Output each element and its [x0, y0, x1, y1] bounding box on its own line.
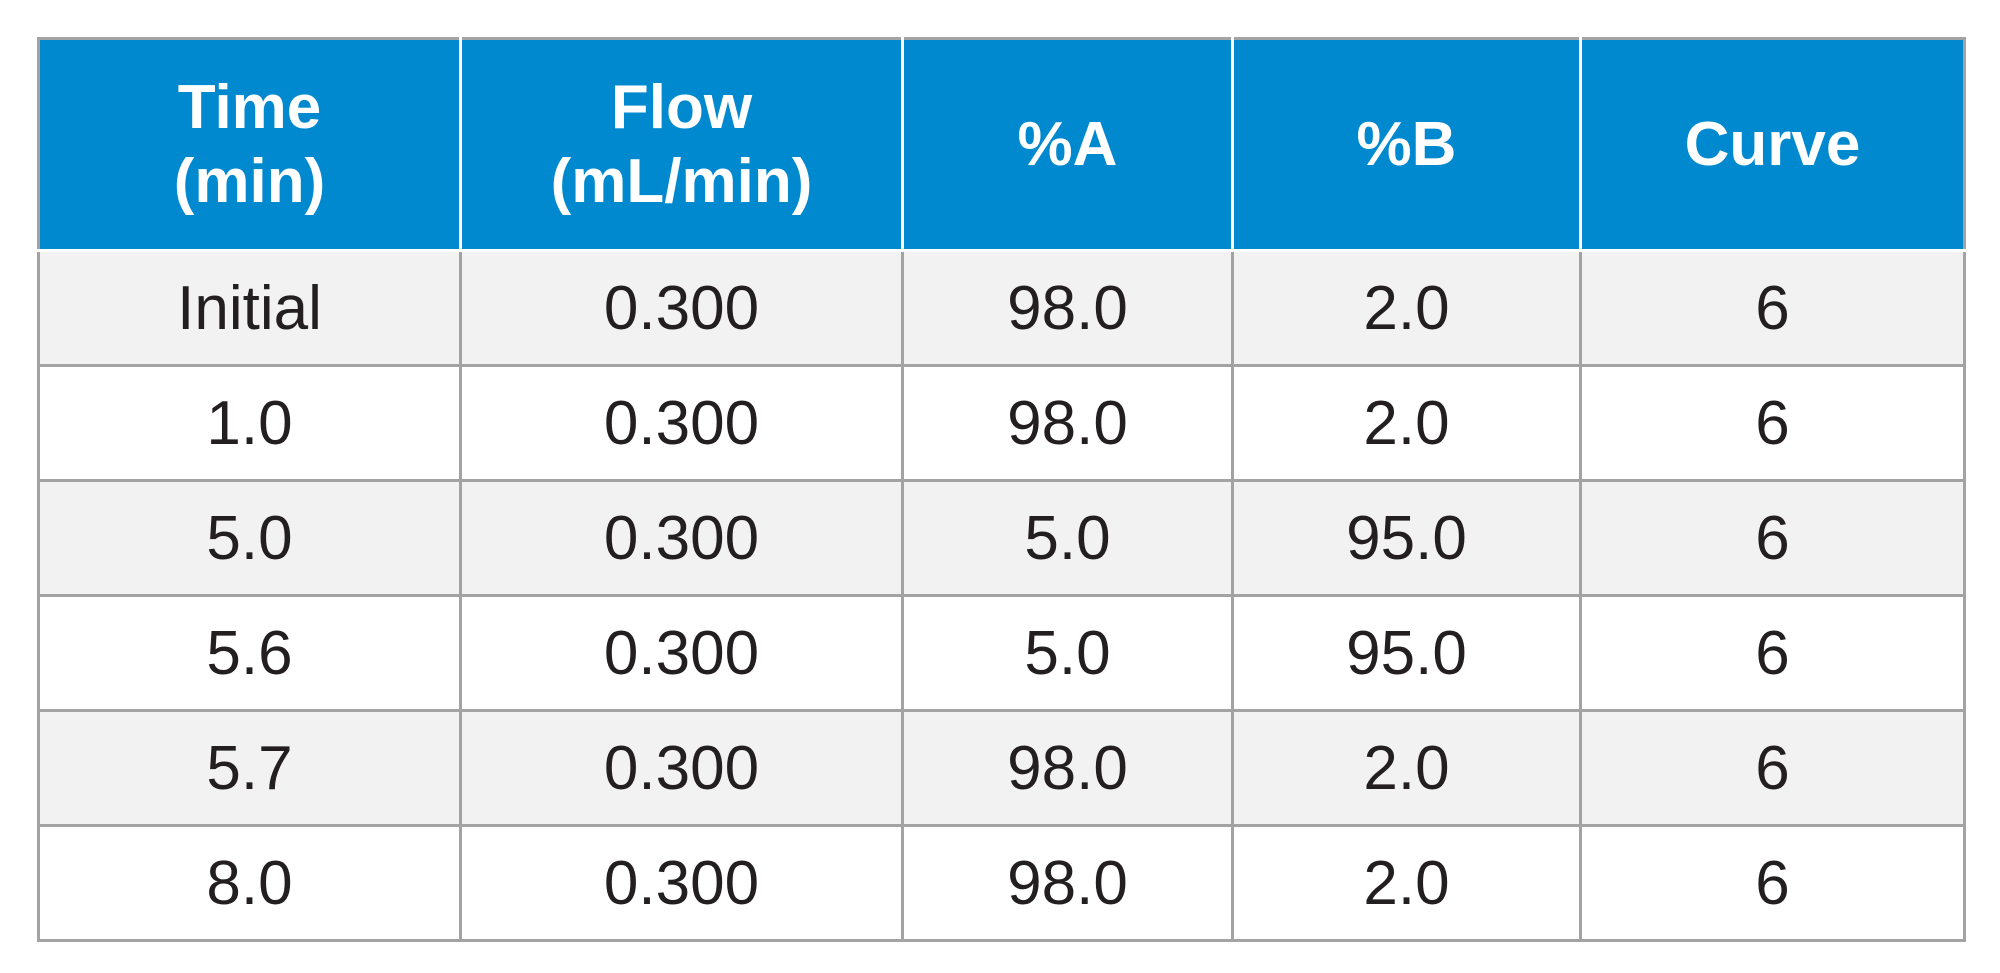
cell-percent-b: 2.0	[1231, 824, 1582, 942]
header-time-line-2: (min)	[173, 146, 326, 216]
cell-flow: 0.300	[459, 364, 904, 482]
cell-time: 5.7	[37, 709, 462, 827]
cell-percent-a: 5.0	[901, 479, 1234, 597]
cell-percent-b: 95.0	[1231, 479, 1582, 597]
cell-time: Initial	[37, 249, 462, 367]
cell-percent-b: 2.0	[1231, 709, 1582, 827]
header-flow-line-2: (mL/min)	[550, 146, 813, 216]
cell-percent-a: 5.0	[901, 594, 1234, 712]
cell-flow: 0.300	[459, 709, 904, 827]
cell-curve: 6	[1579, 249, 1966, 367]
table-row: 8.0 0.300 98.0 2.0 6	[37, 824, 1966, 942]
cell-percent-b: 95.0	[1231, 594, 1582, 712]
cell-curve: 6	[1579, 709, 1966, 827]
cell-curve: 6	[1579, 364, 1966, 482]
cell-time: 8.0	[37, 824, 462, 942]
cell-time: 5.0	[37, 479, 462, 597]
table-row: 1.0 0.300 98.0 2.0 6	[37, 364, 1966, 482]
header-time-line-1: Time	[177, 73, 322, 143]
cell-percent-a: 98.0	[901, 364, 1234, 482]
cell-time: 5.6	[37, 594, 462, 712]
cell-curve: 6	[1579, 479, 1966, 597]
cell-percent-a: 98.0	[901, 249, 1234, 367]
cell-flow: 0.300	[459, 824, 904, 942]
table-row: 5.0 0.300 5.0 95.0 6	[37, 479, 1966, 597]
cell-time: 1.0	[37, 364, 462, 482]
cell-percent-a: 98.0	[901, 709, 1234, 827]
table-header: Time (min) Flow (mL/min) %A %B Curve	[37, 37, 1966, 252]
gradient-table: Time (min) Flow (mL/min) %A %B Curve Ini…	[37, 37, 1966, 942]
header-percent-b: %B	[1231, 37, 1582, 252]
table-row: 5.6 0.300 5.0 95.0 6	[37, 594, 1966, 712]
cell-curve: 6	[1579, 824, 1966, 942]
header-flow: Flow (mL/min)	[459, 37, 904, 252]
table-body: Initial 0.300 98.0 2.0 6 1.0 0.300 98.0 …	[37, 249, 1966, 942]
cell-flow: 0.300	[459, 249, 904, 367]
table-row: Initial 0.300 98.0 2.0 6	[37, 249, 1966, 367]
cell-percent-a: 98.0	[901, 824, 1234, 942]
cell-percent-b: 2.0	[1231, 249, 1582, 367]
header-curve: Curve	[1579, 37, 1966, 252]
header-flow-line-1: Flow	[610, 73, 753, 143]
header-percent-a: %A	[901, 37, 1234, 252]
header-row: Time (min) Flow (mL/min) %A %B Curve	[37, 37, 1966, 252]
header-time: Time (min)	[37, 37, 462, 252]
cell-flow: 0.300	[459, 479, 904, 597]
table-row: 5.7 0.300 98.0 2.0 6	[37, 709, 1966, 827]
cell-percent-b: 2.0	[1231, 364, 1582, 482]
cell-flow: 0.300	[459, 594, 904, 712]
cell-curve: 6	[1579, 594, 1966, 712]
